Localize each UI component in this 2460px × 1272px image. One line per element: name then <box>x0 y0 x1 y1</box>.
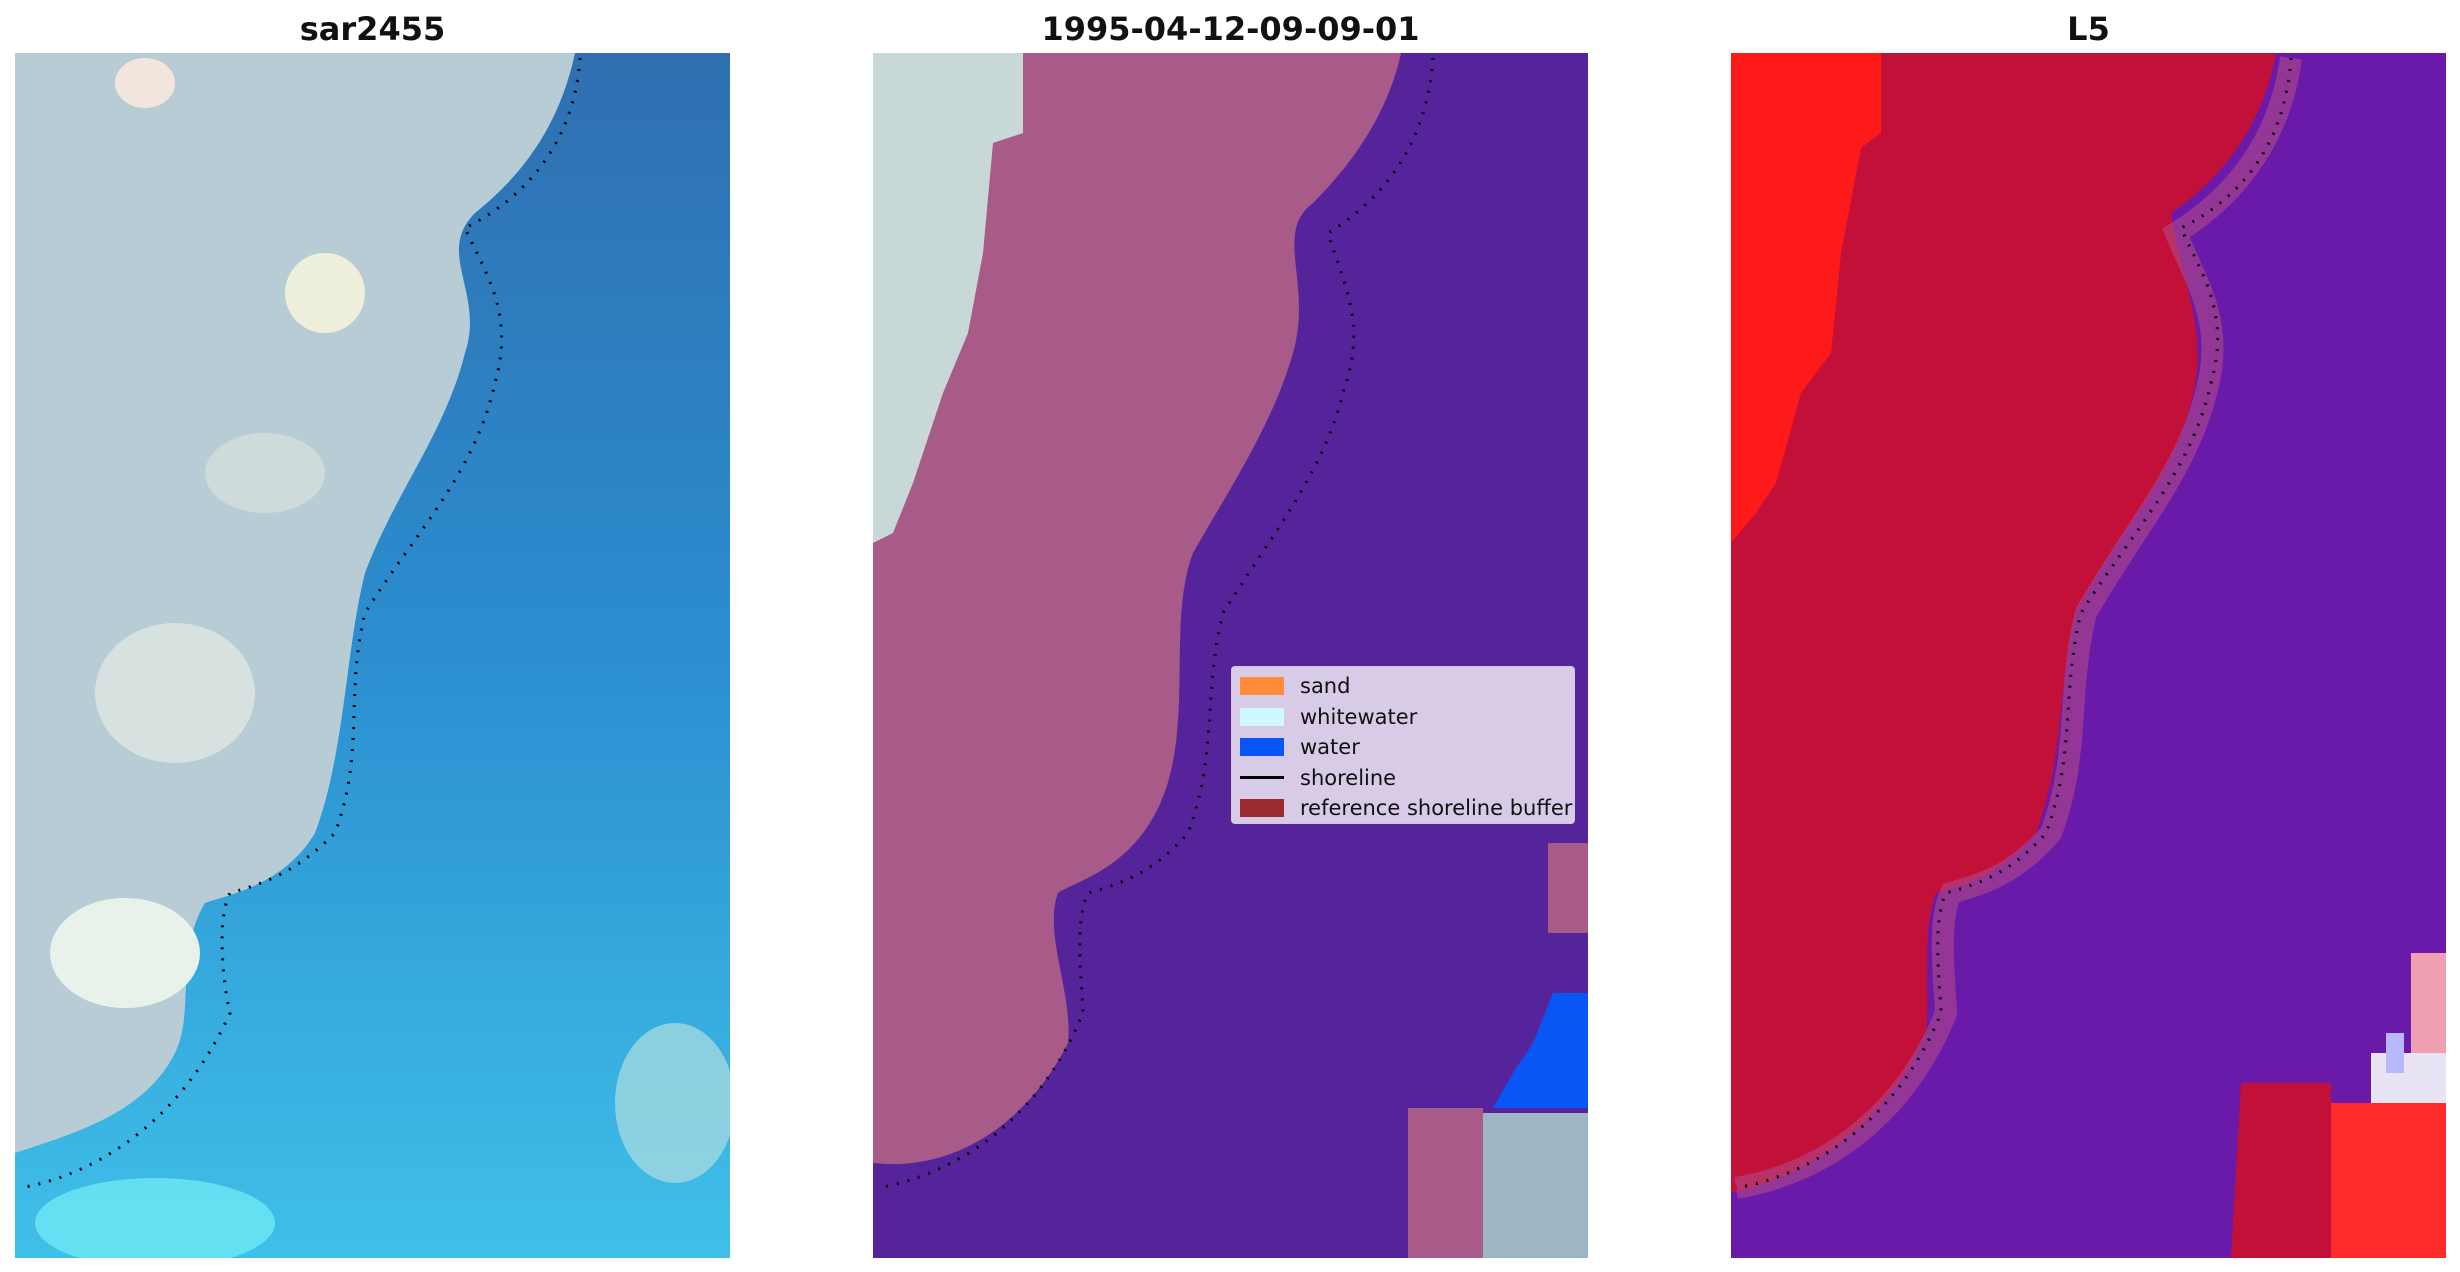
legend-label: water <box>1300 735 1360 760</box>
legend-label: sand <box>1300 674 1351 699</box>
panel-title-l5: L5 <box>2067 10 2110 48</box>
land-patch <box>1408 1108 1483 1258</box>
legend-label: reference shoreline buffer <box>1300 796 1573 821</box>
shoreline <box>19 57 582 1190</box>
land-patch <box>1548 843 1588 933</box>
shallow-patch <box>35 1178 275 1258</box>
bright-patch <box>115 58 175 108</box>
l5-image <box>1731 53 2446 1258</box>
rgb-satellite-image <box>15 53 730 1258</box>
panel-title-rgb: sar2455 <box>299 10 446 48</box>
legend-line-shoreline <box>1240 776 1284 780</box>
shoreline <box>1735 57 2293 1190</box>
red-patch <box>2231 1083 2331 1258</box>
transition-band <box>1734 56 2302 1199</box>
rgb-image-canvas <box>15 53 730 1258</box>
white-patch <box>2371 1053 2446 1103</box>
legend-item-whitewater: whitewater <box>1240 702 1566 733</box>
l5-image-canvas <box>1731 53 2446 1258</box>
legend-item-reference-buffer: reference shoreline buffer <box>1240 793 1572 824</box>
blue-patch <box>2386 1033 2404 1073</box>
legend-swatch-reference-buffer <box>1240 799 1284 818</box>
classified-image-canvas <box>873 53 1588 1258</box>
land-area <box>1731 53 2276 1193</box>
legend-item-sand: sand <box>1240 671 1566 702</box>
land-area <box>15 53 575 1153</box>
water-patch <box>1493 993 1588 1108</box>
legend-item-shoreline: shoreline <box>1240 763 1566 794</box>
legend: sand whitewater water shoreline referenc… <box>1231 666 1575 824</box>
legend-swatch-sand <box>1240 677 1284 696</box>
shallow-patch <box>615 1023 730 1183</box>
unclassified-strip <box>873 53 1023 543</box>
legend-item-water: water <box>1240 732 1566 763</box>
bright-patch <box>50 898 200 1008</box>
legend-swatch-water <box>1240 738 1284 757</box>
bright-patch <box>95 623 255 763</box>
panel-title-classified: 1995-04-12-09-09-01 <box>1041 10 1420 48</box>
bright-patch <box>205 433 325 513</box>
legend-label: shoreline <box>1300 765 1397 790</box>
legend-swatch-whitewater <box>1240 707 1284 726</box>
classified-image <box>873 53 1588 1258</box>
land-area <box>873 53 1401 1165</box>
bright-red-strip <box>1731 53 1881 543</box>
bright-patch <box>285 253 365 333</box>
legend-label: whitewater <box>1300 704 1418 729</box>
